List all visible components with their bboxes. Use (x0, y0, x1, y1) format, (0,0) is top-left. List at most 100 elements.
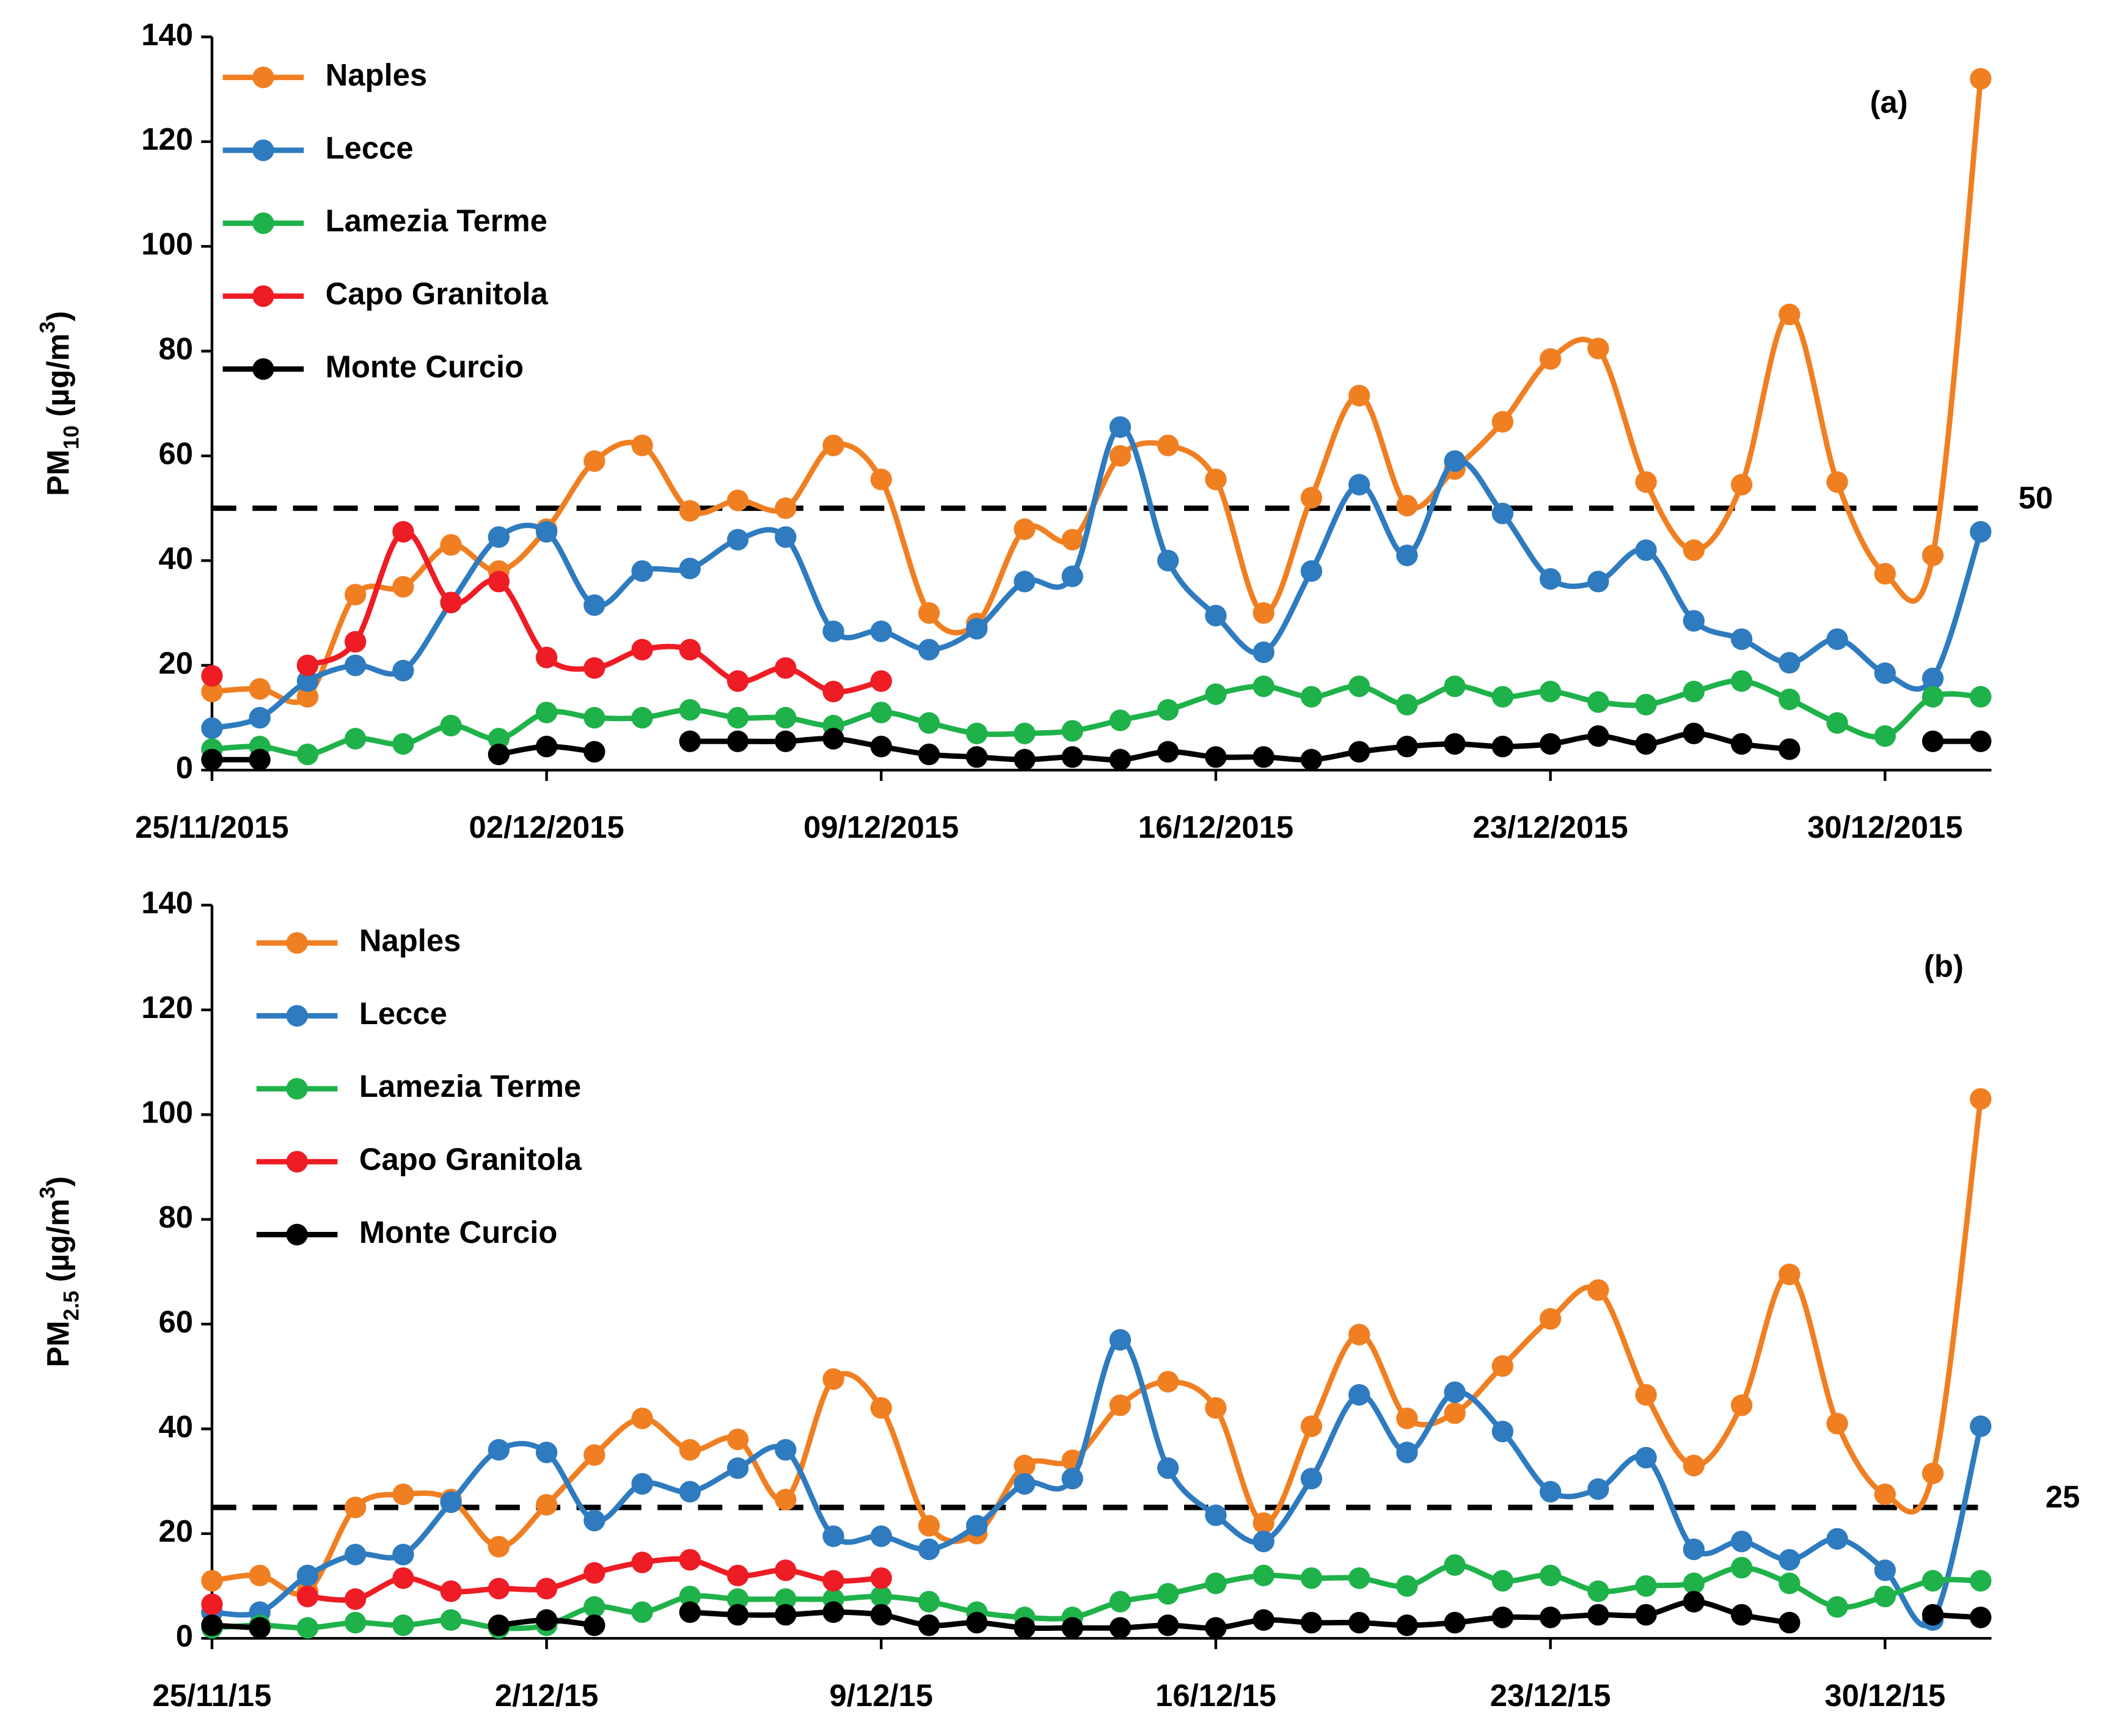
data-point (679, 557, 701, 579)
data-point (1730, 1556, 1753, 1579)
data-point (1109, 416, 1132, 438)
data-point (1826, 1528, 1848, 1550)
legend-label: Lamezia Terme (326, 203, 547, 238)
data-point (535, 1441, 558, 1463)
data-point (1396, 1614, 1418, 1636)
data-point (1157, 699, 1179, 721)
data-point (201, 749, 223, 771)
data-point (1396, 544, 1418, 566)
legend-marker (286, 1223, 308, 1246)
data-point (488, 571, 510, 593)
y-axis-label-part: 3 (35, 321, 59, 334)
data-point (870, 1525, 892, 1547)
data-point (822, 728, 844, 750)
data-point (488, 743, 510, 766)
data-point (1921, 667, 1944, 689)
data-point (1109, 1328, 1132, 1351)
data-point (1348, 1383, 1370, 1406)
data-point (1970, 68, 1992, 90)
data-point (822, 1368, 844, 1390)
data-point (1109, 1617, 1132, 1639)
data-point (488, 728, 510, 750)
data-point (1970, 686, 1992, 708)
data-point (1874, 1585, 1896, 1608)
data-point (1779, 1548, 1801, 1571)
data-point (583, 1614, 605, 1636)
data-point (1539, 1481, 1562, 1503)
legend-marker (252, 212, 274, 234)
data-point (1635, 694, 1657, 716)
data-point (870, 1603, 892, 1626)
data-point (1157, 1583, 1179, 1605)
data-point (1348, 741, 1370, 763)
data-point (1109, 709, 1132, 731)
data-point (488, 1536, 510, 1558)
data-point (1539, 1606, 1562, 1628)
data-point (1921, 1570, 1944, 1592)
y-tick-label: 0 (176, 750, 193, 785)
data-point (1348, 1567, 1370, 1589)
data-point (1396, 1407, 1418, 1429)
legend-marker (252, 139, 274, 161)
data-point (535, 1493, 558, 1516)
data-point (440, 534, 462, 556)
data-point (679, 639, 701, 661)
data-point (966, 746, 988, 768)
data-point (440, 714, 462, 737)
data-point (1396, 736, 1418, 758)
data-point (1109, 1591, 1132, 1613)
data-point (1252, 1512, 1274, 1534)
data-point (1396, 1441, 1418, 1463)
data-point (822, 620, 844, 642)
y-tick-label: 120 (141, 122, 193, 156)
data-point (488, 526, 510, 548)
data-point (1921, 730, 1944, 752)
data-point (249, 1564, 271, 1587)
y-tick-label: 100 (141, 227, 193, 262)
x-tick-label: 9/12/15 (830, 1678, 934, 1713)
data-point (1921, 544, 1944, 566)
data-point (1587, 571, 1609, 593)
data-point (1491, 502, 1514, 524)
data-point (1874, 563, 1896, 585)
data-point (1587, 1580, 1609, 1602)
data-point (1205, 1572, 1227, 1594)
data-point (1587, 1478, 1609, 1500)
data-point (918, 1591, 940, 1613)
data-point (1061, 720, 1083, 742)
data-point (296, 1585, 319, 1608)
data-point (1205, 468, 1227, 491)
data-point (1970, 521, 1992, 543)
data-point (918, 1515, 940, 1537)
data-point (1014, 1617, 1036, 1639)
data-point (631, 560, 653, 582)
data-point (870, 468, 892, 491)
data-point (918, 1538, 940, 1561)
data-point (726, 706, 749, 729)
data-point (392, 733, 414, 755)
data-point (249, 1617, 271, 1639)
data-point (1970, 1088, 1992, 1110)
data-point (583, 1509, 605, 1532)
data-point (1252, 746, 1274, 768)
data-point (440, 1580, 462, 1602)
data-point (1300, 749, 1323, 771)
data-point (440, 591, 462, 613)
data-point (822, 681, 844, 703)
data-point (583, 1596, 605, 1618)
data-point (1491, 1570, 1514, 1592)
data-point (1683, 610, 1705, 632)
y-axis-label-part: PM (41, 1320, 76, 1367)
data-point (392, 521, 414, 543)
data-point (1970, 1606, 1992, 1628)
legend-label: Monte Curcio (326, 349, 524, 384)
data-point (775, 706, 797, 729)
data-point (1348, 474, 1370, 496)
data-point (1300, 1567, 1323, 1589)
data-point (966, 1611, 988, 1634)
data-point (918, 1614, 940, 1636)
data-point (1874, 662, 1896, 684)
data-point (1730, 1394, 1753, 1416)
data-point (1109, 1394, 1132, 1416)
